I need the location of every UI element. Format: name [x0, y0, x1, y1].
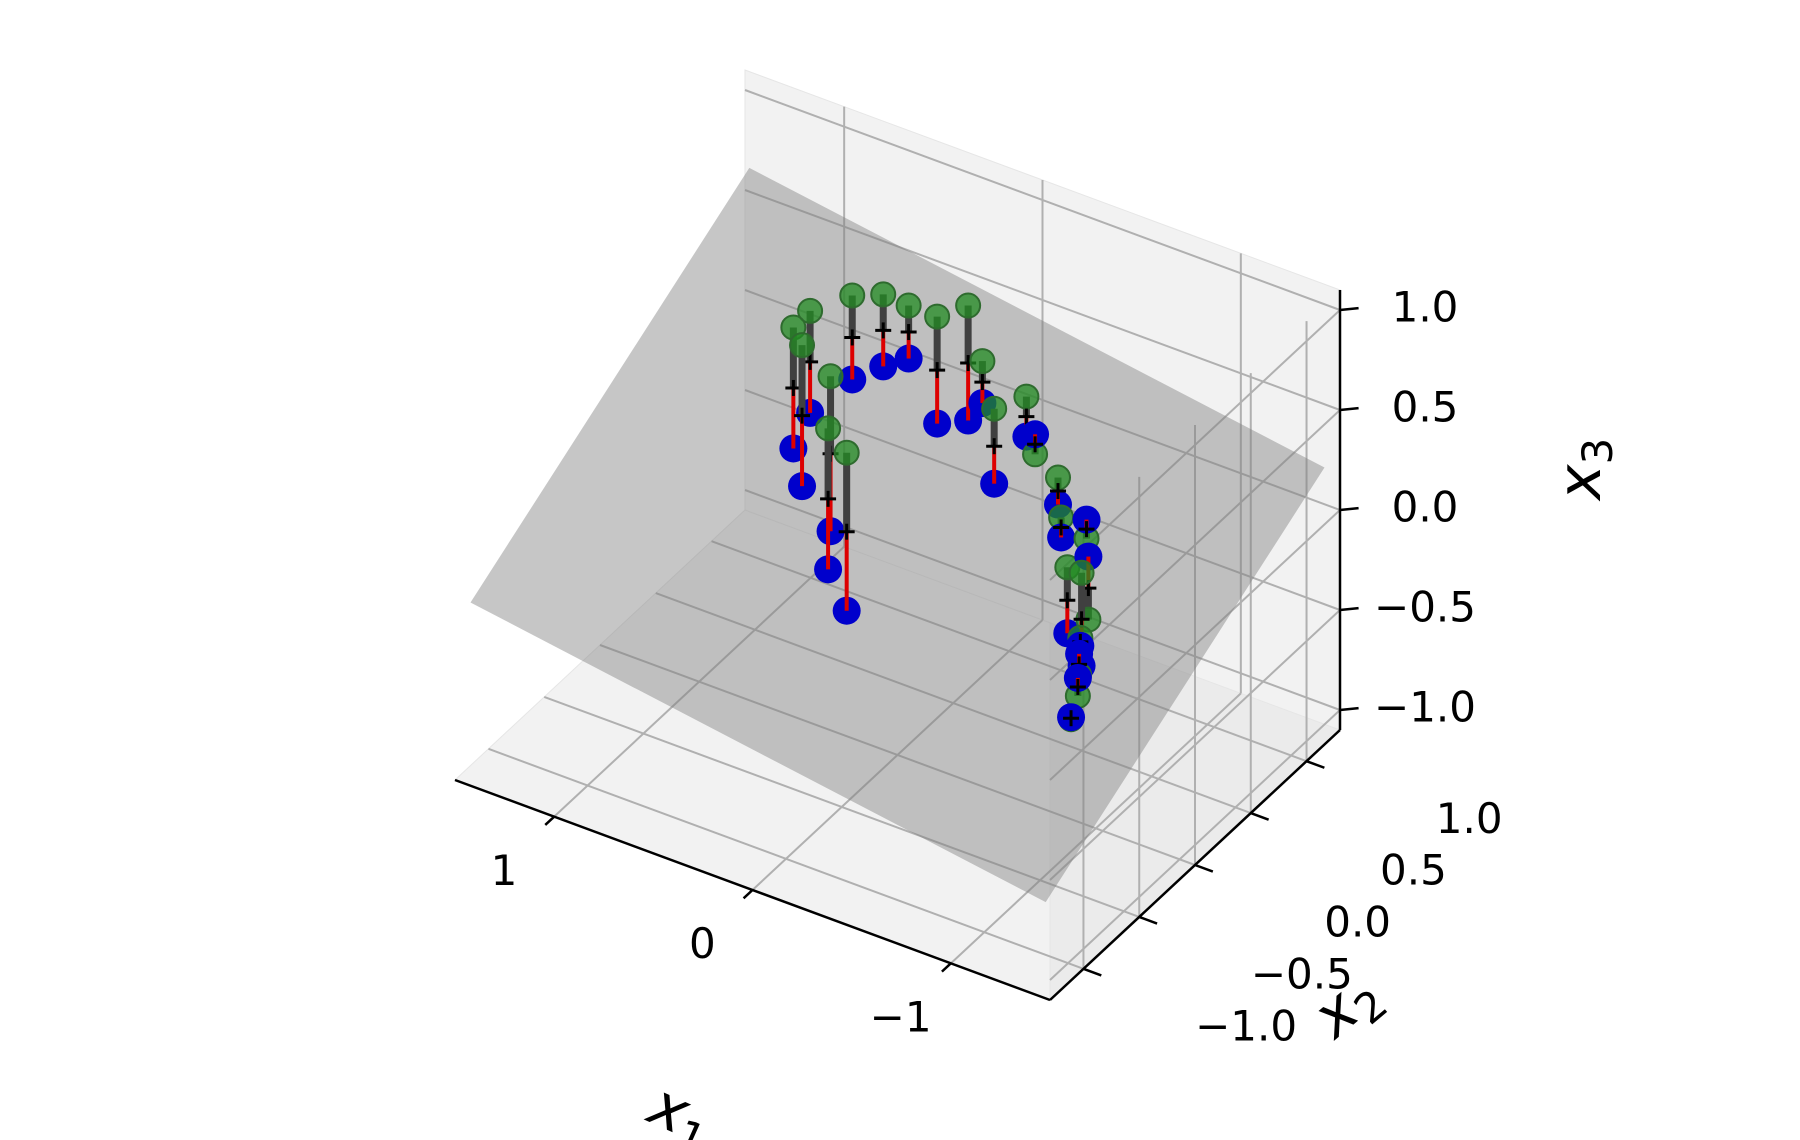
grid-line-y-floor — [599, 644, 1196, 866]
point-group — [838, 282, 867, 394]
y-tick-label: −0.5 — [1251, 950, 1353, 999]
plane-point-marker — [929, 362, 946, 379]
y-tick-mark — [1138, 915, 1158, 925]
reflected-point — [895, 292, 922, 319]
reflected-point — [797, 297, 824, 324]
x-tick-mark — [941, 962, 952, 973]
grid-line-z-back — [744, 289, 1341, 511]
point-group — [894, 292, 923, 373]
plane-point-marker — [820, 490, 837, 507]
plane-point-marker — [1073, 611, 1090, 628]
reflected-point — [1068, 559, 1095, 586]
reflected-point — [1013, 383, 1040, 410]
point-group — [832, 439, 861, 625]
y-tick-mark — [1083, 967, 1102, 977]
y-tick-label: 0.0 — [1324, 898, 1391, 947]
y-tick-mark — [1194, 863, 1214, 873]
plane-point-marker — [1018, 408, 1035, 425]
z-tick-label: −0.5 — [1374, 583, 1476, 632]
x-tick-mark — [544, 815, 556, 826]
plane-point-marker — [875, 322, 892, 339]
x-tick-mark — [742, 889, 754, 900]
plane-point-marker — [1063, 710, 1080, 727]
z-tick-mark — [1339, 406, 1359, 412]
grid-line-y-floor — [711, 540, 1307, 763]
point-group — [954, 292, 983, 435]
reflected-point — [839, 282, 866, 309]
z-tick-label: −1.0 — [1374, 683, 1476, 732]
plane-point-marker — [900, 324, 917, 341]
plane-point-marker — [1059, 592, 1076, 609]
plane-surface — [470, 167, 1325, 903]
reflected-point — [789, 332, 816, 359]
grid-line-y-floor — [488, 747, 1084, 970]
point-group — [980, 395, 1009, 498]
reflected-point — [870, 281, 897, 308]
axis-lines — [454, 290, 1359, 1002]
z-axis-label: x3 — [1545, 438, 1622, 502]
reflected-point — [981, 395, 1008, 422]
grid-line-z-back — [744, 189, 1341, 411]
point-group — [814, 415, 843, 584]
z-tick-mark — [1339, 706, 1359, 712]
x-tick-label: 0 — [689, 919, 716, 968]
plane-point-marker — [986, 438, 1003, 455]
z-tick-mark — [1339, 606, 1359, 612]
plane-point-marker — [794, 407, 811, 424]
x-tick-label: 1 — [491, 846, 518, 895]
tick-labels: −101−1.0−0.50.00.51.0−1.0−0.50.00.51.0 — [491, 283, 1503, 1051]
plane-point-marker — [838, 523, 855, 540]
grid-line-z-wall — [1049, 509, 1341, 781]
plane-point-marker — [1069, 678, 1086, 695]
reflected-point — [815, 415, 842, 442]
reflected-point — [817, 363, 844, 390]
z-tick-label: 1.0 — [1392, 283, 1459, 332]
z-tick-mark — [1339, 506, 1359, 512]
y-tick-label: −1.0 — [1195, 1001, 1297, 1050]
plane-point-marker — [1050, 483, 1067, 500]
x-tick-label: −1 — [870, 993, 932, 1042]
plane-point-marker — [1053, 519, 1070, 536]
point-group — [1057, 703, 1086, 733]
point-group — [869, 281, 898, 381]
projection-plane — [470, 167, 1325, 903]
z-tick-label: 0.5 — [1392, 383, 1459, 432]
grid-line-z-wall — [1049, 609, 1341, 881]
reflected-point — [955, 292, 982, 319]
plane-point-marker — [844, 329, 861, 346]
y-tick-label: 1.0 — [1436, 794, 1503, 843]
reflected-point — [924, 303, 951, 330]
z-tick-label: 0.0 — [1392, 483, 1459, 532]
reflected-point — [833, 439, 860, 466]
reflected-point — [969, 348, 996, 375]
y-tick-mark — [1306, 759, 1325, 769]
point-group — [1021, 420, 1050, 468]
grid-line-z-back — [744, 89, 1341, 311]
plane-point-marker — [974, 374, 991, 391]
grid-line-z-wall — [1049, 409, 1341, 681]
data-points — [779, 281, 1103, 733]
grid-line-y-floor — [543, 695, 1140, 918]
point-group — [788, 332, 817, 501]
grid-line-y-floor — [655, 592, 1252, 815]
y-tick-mark — [1250, 811, 1270, 821]
point-group — [1047, 504, 1076, 552]
grid-line-z-back — [744, 389, 1341, 611]
x-axis-label: x1 — [634, 1069, 724, 1140]
point-group — [923, 303, 952, 438]
grid-line-z-wall — [1049, 709, 1341, 981]
plane-point-marker — [1078, 521, 1095, 538]
y-tick-label: 0.5 — [1380, 846, 1447, 895]
z-tick-mark — [1339, 306, 1359, 312]
point-group — [1063, 663, 1092, 709]
plane-point-marker — [1027, 436, 1044, 453]
